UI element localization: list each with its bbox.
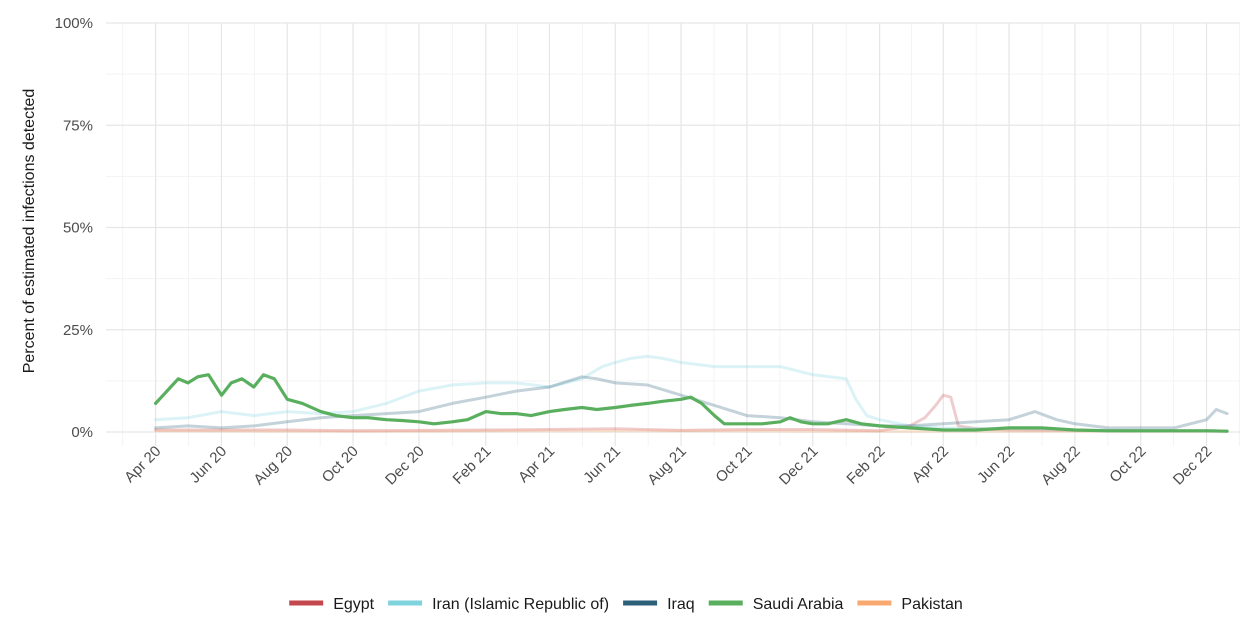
legend-label: Iraq: [667, 596, 695, 613]
legend-item: Iraq: [623, 596, 695, 613]
x-tick-label: Apr 20: [121, 443, 164, 486]
x-tick-label: Aug 20: [250, 443, 296, 489]
x-tick-label: Dec 21: [776, 443, 822, 489]
legend-item: Pakistan: [857, 596, 963, 613]
x-tick-label: Dec 20: [382, 443, 428, 489]
x-tick-label: Feb 21: [450, 443, 495, 488]
legend-label: Pakistan: [901, 596, 962, 613]
series-layer: [154, 354, 1229, 433]
y-tick-label: 25%: [63, 322, 93, 339]
x-tick-label: Jun 21: [580, 443, 624, 487]
y-axis-ticks: 0% 25% 50% 75% 100%: [55, 15, 93, 441]
x-tick-label: Aug 22: [1038, 443, 1084, 489]
legend-item: Iran (Islamic Republic of): [388, 596, 609, 613]
series-line-iran-islamic-republic-of: [154, 354, 1218, 433]
x-tick-label: Jun 20: [186, 443, 230, 487]
x-tick-label: Apr 22: [909, 443, 952, 486]
x-axis-ticks: Apr 20 Jun 20 Aug 20 Oct 20 Dec 20 Feb 21 Apr …: [121, 443, 1215, 489]
x-tick-label: Jun 22: [974, 443, 1018, 487]
y-tick-label: 0%: [71, 424, 93, 441]
series-line-saudi-arabia: [154, 373, 1229, 433]
y-tick-label: 75%: [63, 117, 93, 134]
legend-label: Saudi Arabia: [753, 596, 844, 613]
x-tick-label: Oct 21: [712, 443, 755, 486]
legend-item: Saudi Arabia: [708, 596, 844, 613]
x-tick-label: Apr 21: [515, 443, 558, 486]
x-tick-label: Oct 20: [319, 443, 362, 486]
x-tick-label: Feb 22: [843, 443, 888, 488]
x-tick-label: Aug 21: [644, 443, 690, 489]
legend: Egypt Iran (Islamic Republic of) Iraq Saudi…: [289, 596, 963, 613]
y-axis-title: Percent of estimated infections detected: [21, 89, 38, 374]
y-tick-label: 50%: [63, 220, 93, 237]
y-tick-label: 100%: [55, 15, 93, 32]
series-line-iraq: [154, 375, 1229, 430]
grid: [106, 22, 1240, 446]
x-tick-label: Dec 22: [1170, 443, 1216, 489]
legend-label: Egypt: [333, 596, 374, 613]
legend-item: Egypt: [289, 596, 375, 613]
legend-label: Iran (Islamic Republic of): [432, 596, 609, 613]
x-tick-label: Oct 22: [1106, 443, 1149, 486]
